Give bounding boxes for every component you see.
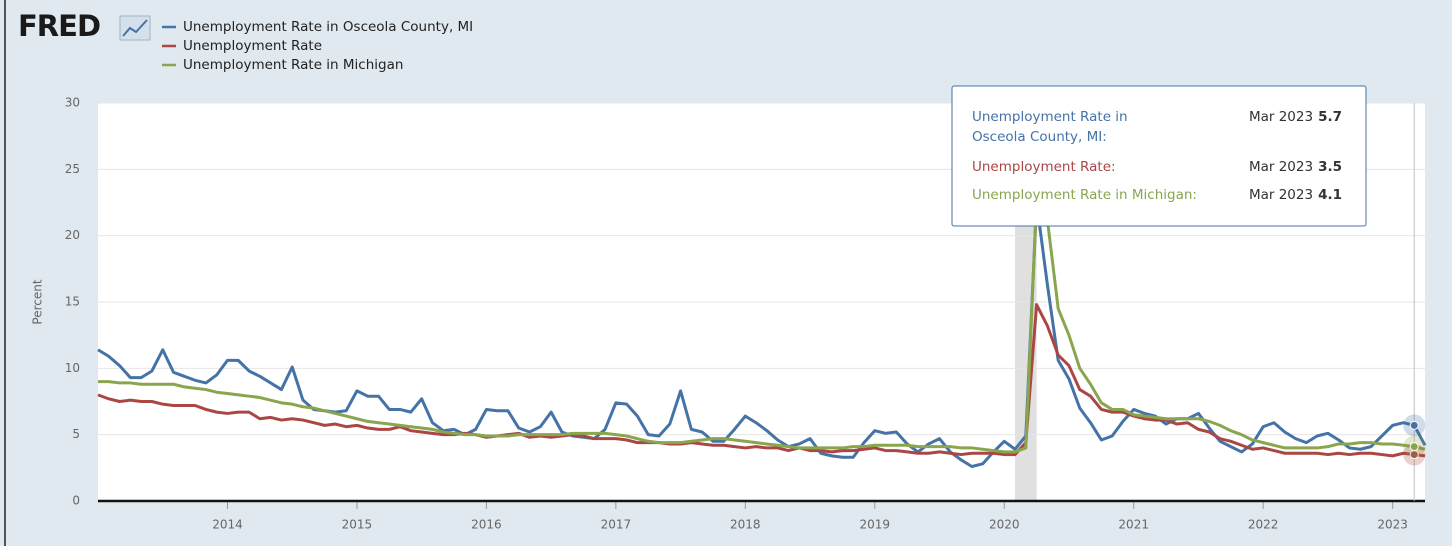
tooltip-label-line: Unemployment Rate in — [972, 109, 1128, 125]
y-tick-label: 20 — [65, 228, 80, 242]
series-line — [97, 303, 1426, 458]
x-tick-label: 2017 — [601, 518, 632, 532]
tooltip-box — [951, 85, 1367, 227]
tooltip: Unemployment Rate in Osceola County, MI: M… — [951, 85, 1367, 227]
tooltip-label: Unemployment Rate: — [972, 159, 1116, 175]
tooltip-value: Mar 2023 4.1 — [1249, 187, 1342, 203]
left-border — [4, 0, 6, 546]
tooltip-number: 5.7 — [1318, 109, 1342, 125]
x-tick-label: 2020 — [989, 518, 1020, 532]
x-tick-label: 2019 — [860, 518, 891, 532]
tooltip-date: Mar 2023 — [1249, 109, 1313, 125]
tooltip-number: 4.1 — [1318, 187, 1342, 203]
logo: FRED — [18, 9, 100, 43]
y-tick-label: 25 — [65, 162, 80, 176]
tooltip-label-line: Osceola County, MI: — [972, 129, 1107, 145]
x-tick-label: 2016 — [471, 518, 502, 532]
y-tick-label: 10 — [65, 361, 80, 375]
x-tick-label: 2021 — [1118, 518, 1149, 532]
series-line — [98, 198, 1426, 454]
tooltip-value: Mar 2023 3.5 — [1249, 159, 1342, 175]
tooltip-date: Mar 2023 — [1249, 187, 1313, 203]
x-tick-label: 2018 — [730, 518, 761, 532]
y-tick-label: 30 — [65, 96, 80, 110]
tooltip-label: Unemployment Rate in Michigan: — [972, 187, 1197, 203]
y-tick-label: 5 — [72, 427, 80, 441]
hover-marker — [1409, 442, 1419, 452]
x-tick-label: 2023 — [1377, 518, 1408, 532]
logo-icon — [119, 15, 151, 41]
tooltip-value: Mar 2023 5.7 — [1249, 109, 1342, 125]
y-tick-label: 15 — [65, 295, 80, 309]
tooltip-number: 3.5 — [1318, 159, 1342, 175]
legend-label: Unemployment Rate in Osceola County, MI — [183, 19, 473, 35]
x-tick-label: 2014 — [212, 518, 243, 532]
tooltip-label: Unemployment Rate in Osceola County, MI: — [972, 109, 1128, 145]
x-tick-label: 2022 — [1248, 518, 1279, 532]
x-tick-label: 2015 — [342, 518, 373, 532]
tooltip-date: Mar 2023 — [1249, 159, 1313, 175]
y-tick-label: 0 — [72, 494, 80, 508]
hover-marker — [1409, 420, 1419, 430]
y-axis-label: Percent — [31, 279, 45, 324]
legend-label: Unemployment Rate — [183, 38, 322, 54]
legend-label: Unemployment Rate in Michigan — [183, 57, 403, 73]
